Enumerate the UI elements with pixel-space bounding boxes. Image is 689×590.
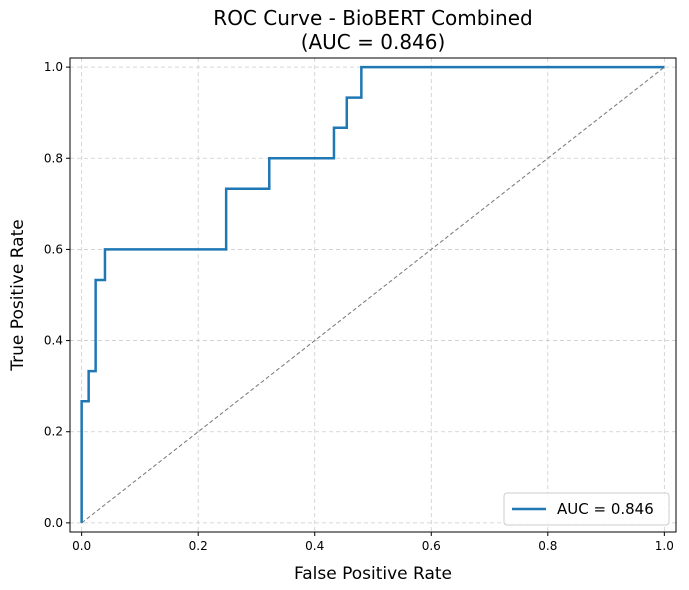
x-tick-label-2: 0.4 [305, 539, 324, 553]
legend: AUC = 0.846 [503, 492, 670, 526]
x-tick-label-3: 0.6 [422, 539, 441, 553]
y-tick-label-3: 0.6 [44, 242, 63, 256]
y-tick-label-0: 0.0 [44, 516, 63, 530]
roc-curve-line-0 [80, 65, 665, 523]
plot-area [80, 65, 665, 524]
y-tick-label-5: 1.0 [44, 60, 63, 74]
y-axis-ticks: 0.0 0.2 0.4 0.6 0.8 1.0 [44, 60, 70, 530]
x-axis-ticks: 0.0 0.2 0.4 0.6 0.8 1.0 [72, 532, 674, 553]
y-axis-label: True Positive Rate [8, 219, 28, 371]
x-tick-label-4: 0.8 [538, 539, 557, 553]
axes-frame [69, 57, 677, 533]
chart-title-line1: ROC Curve - BioBERT Combined [213, 6, 532, 30]
y-tick-label-1: 0.2 [44, 425, 63, 439]
x-axis-label: False Positive Rate [294, 564, 452, 584]
chart-title-line2: (AUC = 0.846) [301, 30, 446, 54]
y-tick-label-2: 0.4 [44, 334, 63, 348]
legend-entry-label: AUC = 0.846 [557, 500, 654, 518]
x-tick-label-0: 0.0 [72, 539, 91, 553]
x-tick-label-5: 1.0 [655, 539, 674, 553]
y-tick-label-4: 0.8 [44, 151, 63, 165]
x-tick-label-1: 0.2 [189, 539, 208, 553]
reference-diagonal-line [81, 66, 665, 524]
legend-box [503, 492, 670, 526]
